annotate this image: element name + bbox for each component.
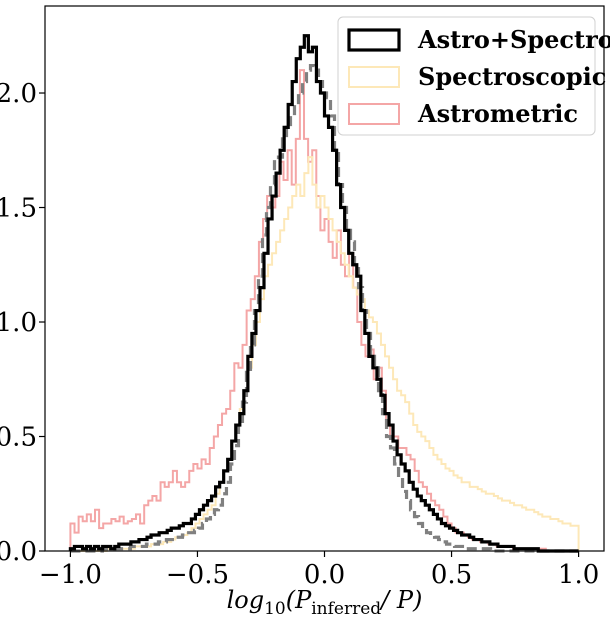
x-tick-label: −1.0 (39, 560, 102, 590)
x-tick-label: −0.5 (166, 560, 229, 590)
y-tick-label: 1.0 (0, 308, 37, 338)
x-axis-label: log10(Pinferred/ P) (227, 586, 423, 619)
x-tick-label: 0.5 (431, 560, 472, 590)
y-tick-label: 1.5 (0, 194, 37, 224)
x-label-close: / P) (379, 586, 422, 614)
x-tick-label: 0.0 (304, 560, 345, 590)
legend-swatch (347, 28, 401, 52)
x-label-subscript: inferred (311, 599, 381, 619)
legend-label: Astro+Spectro (417, 25, 610, 54)
legend-label: Astrometric (417, 99, 578, 128)
y-tick-label: 0.0 (0, 537, 37, 567)
y-tick-label: 0.5 (0, 423, 37, 453)
series-layer (68, 34, 580, 553)
x-tick-label: 1.0 (558, 560, 599, 590)
histogram-series-3 (68, 34, 579, 553)
histogram-series-1 (70, 156, 580, 552)
legend-box (337, 16, 596, 136)
histogram-series-0 (69, 69, 579, 552)
legend: Astro+Spectro Spectroscopic Astrometric (337, 16, 610, 136)
legend-swatch (348, 66, 400, 88)
x-label-open: (P (286, 586, 312, 614)
ticks-layer: −1.0 −0.5 0.0 0.5 1.0 0.0 0.5 1.0 1.5 2.0 (0, 79, 599, 590)
histogram-series-2 (70, 63, 579, 553)
x-label-log: log (227, 586, 265, 614)
legend-label: Spectroscopic (418, 62, 606, 91)
x-label-sub10: 10 (264, 599, 286, 619)
legend-swatch (348, 103, 400, 125)
y-tick-label: 2.0 (0, 79, 37, 109)
